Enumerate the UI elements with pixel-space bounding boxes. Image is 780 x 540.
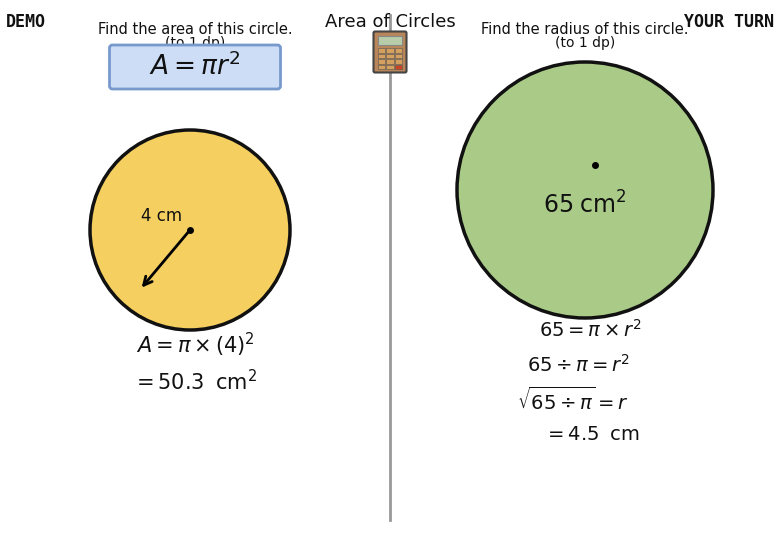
Text: (to 1 dp): (to 1 dp) xyxy=(555,36,615,50)
Text: Area of Circles: Area of Circles xyxy=(324,13,456,31)
Bar xyxy=(378,59,385,64)
Bar xyxy=(395,53,402,58)
Text: $\sqrt{65 \div \pi} = r$: $\sqrt{65 \div \pi} = r$ xyxy=(517,386,629,414)
FancyBboxPatch shape xyxy=(109,45,281,89)
Text: $65 = \pi \times r^2$: $65 = \pi \times r^2$ xyxy=(539,319,641,341)
Text: Find the area of this circle.: Find the area of this circle. xyxy=(98,22,292,37)
Text: 4 cm: 4 cm xyxy=(141,207,183,225)
Bar xyxy=(395,59,402,64)
Text: (to 1 dp): (to 1 dp) xyxy=(165,36,225,50)
Text: YOUR TURN: YOUR TURN xyxy=(684,13,774,31)
Text: $= 4.5 \;\; \mathrm{cm}$: $= 4.5 \;\; \mathrm{cm}$ xyxy=(544,426,640,444)
Circle shape xyxy=(90,130,290,330)
Bar xyxy=(378,53,385,58)
Text: $65 \div \pi = r^2$: $65 \div \pi = r^2$ xyxy=(526,354,629,376)
Text: Find the radius of this circle.: Find the radius of this circle. xyxy=(481,22,689,37)
Text: $= 50.3 \;\; \mathrm{cm}^2$: $= 50.3 \;\; \mathrm{cm}^2$ xyxy=(133,369,257,395)
Bar xyxy=(395,64,402,69)
Bar xyxy=(378,64,385,69)
Bar xyxy=(378,48,385,52)
Bar xyxy=(386,48,394,52)
Bar xyxy=(386,64,394,69)
Bar xyxy=(386,53,394,58)
Text: $65 \; \mathrm{cm}^2$: $65 \; \mathrm{cm}^2$ xyxy=(543,191,627,219)
Text: DEMO: DEMO xyxy=(6,13,46,31)
Text: $A = \pi \times (4)^2$: $A = \pi \times (4)^2$ xyxy=(136,331,254,359)
FancyBboxPatch shape xyxy=(374,31,406,72)
Bar xyxy=(386,59,394,64)
Circle shape xyxy=(457,62,713,318)
Bar xyxy=(378,36,402,45)
Bar xyxy=(395,48,402,52)
Text: $A = \pi r^2$: $A = \pi r^2$ xyxy=(149,53,241,81)
